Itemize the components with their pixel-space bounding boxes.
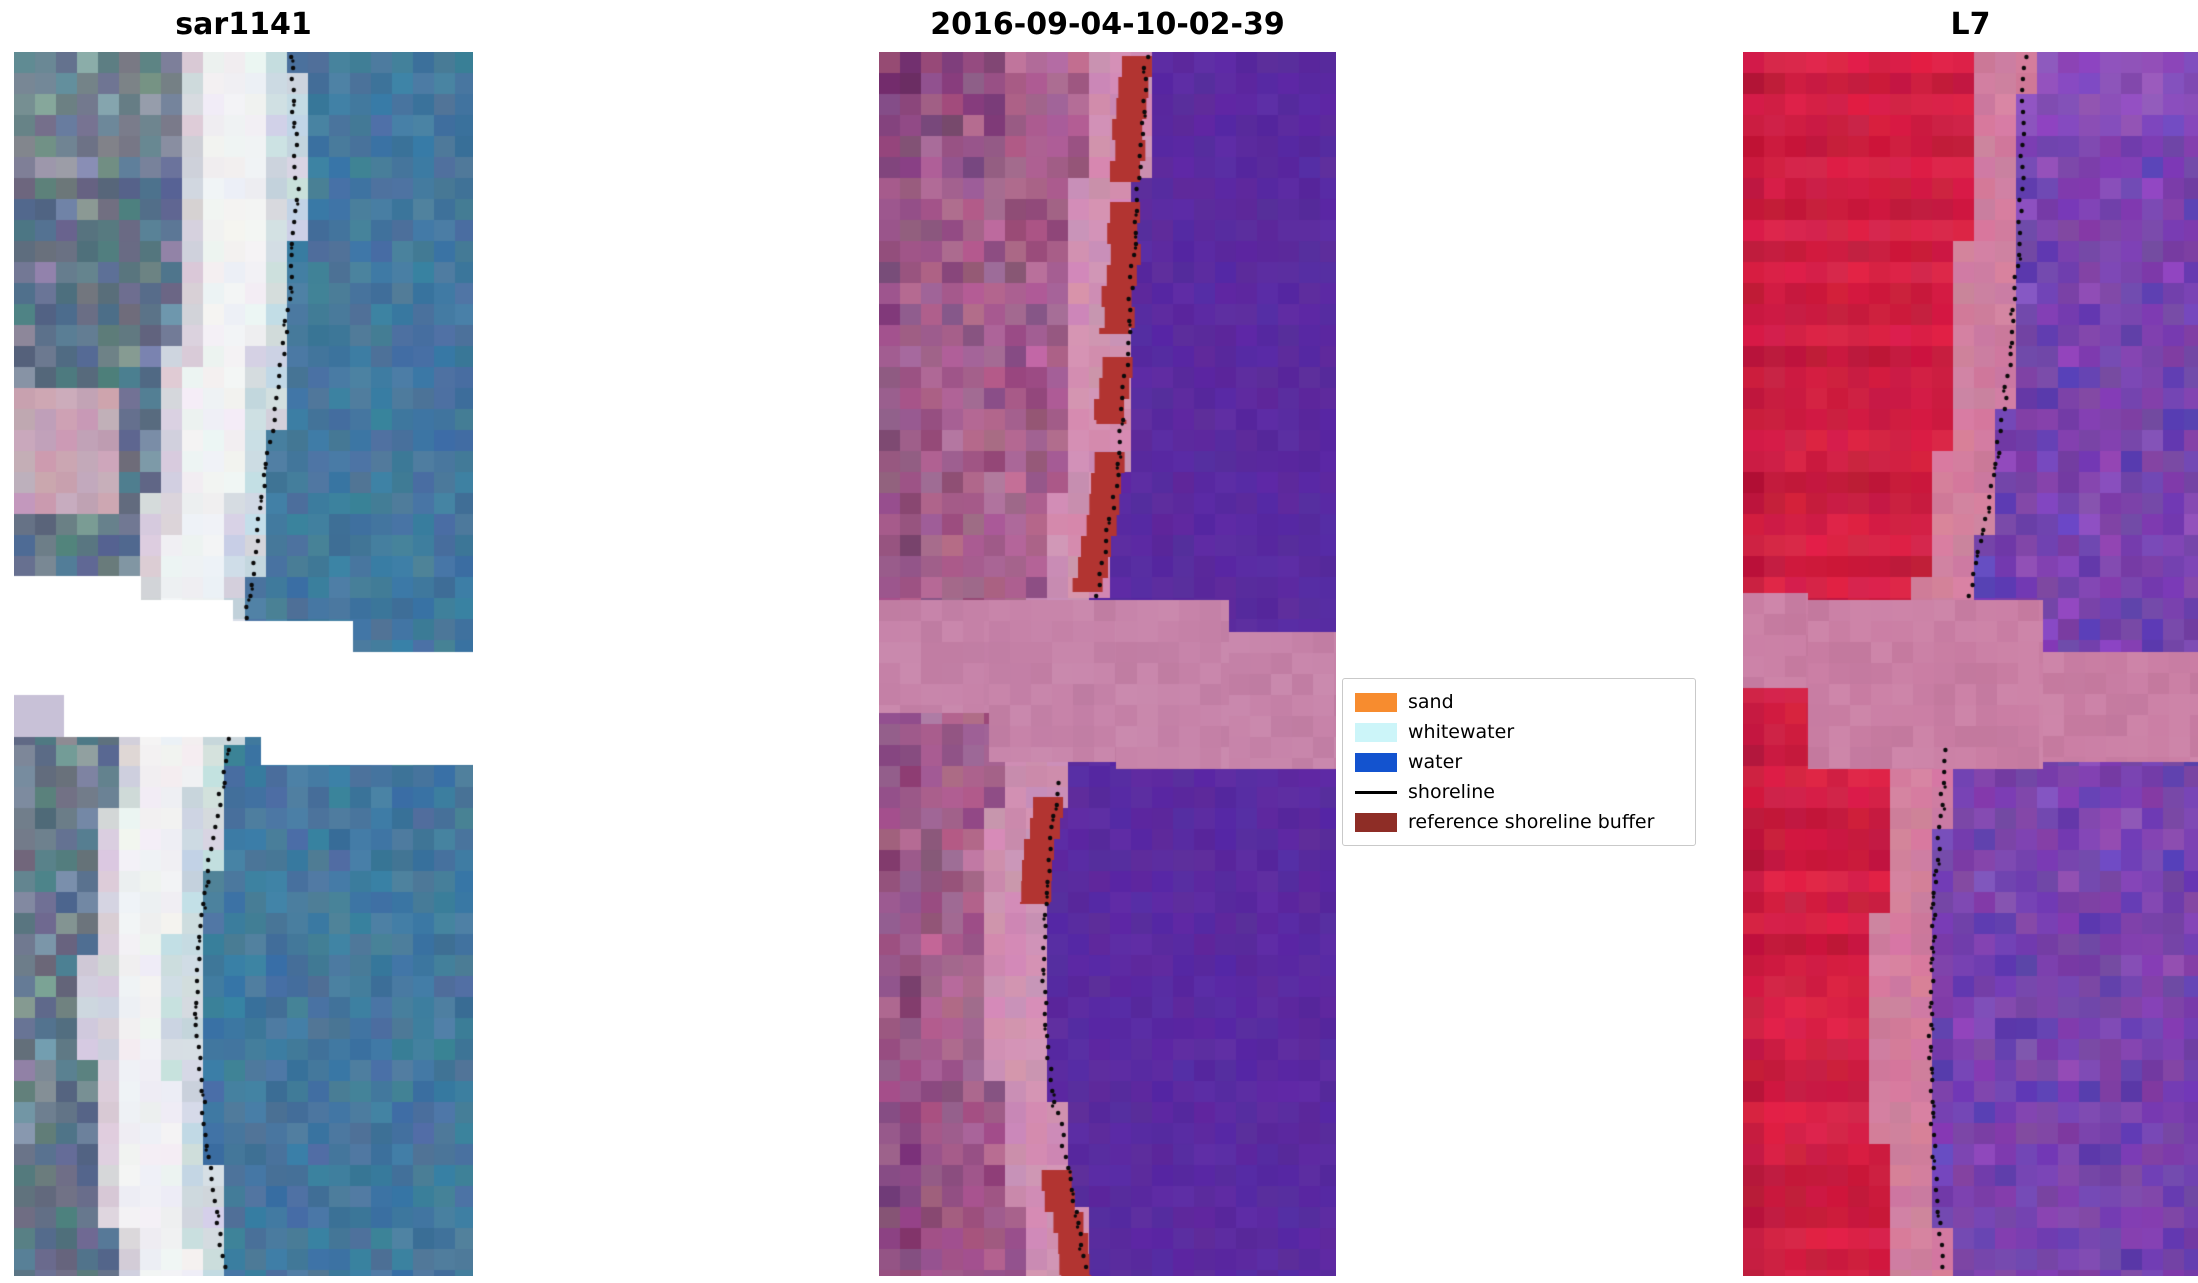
reference-buffer-swatch-icon	[1355, 812, 1397, 832]
legend-label-whitewater: whitewater	[1408, 721, 1515, 743]
legend-item-whitewater: whitewater	[1355, 717, 1683, 747]
legend-item-sand: sand	[1355, 687, 1683, 717]
legend-label-shoreline: shoreline	[1408, 781, 1495, 803]
legend-label-reference-buffer: reference shoreline buffer	[1408, 811, 1655, 833]
panel-title-l7: L7	[1950, 7, 1991, 42]
whitewater-swatch-icon	[1355, 722, 1397, 742]
panel-title-sar1141: sar1141	[175, 7, 312, 42]
classification-image-panel	[879, 52, 1336, 1276]
legend: sand whitewater water shoreline referenc…	[1342, 678, 1696, 846]
sand-swatch-icon	[1355, 692, 1397, 712]
sar1141-image-panel	[14, 52, 473, 1276]
legend-item-reference-buffer: reference shoreline buffer	[1355, 807, 1683, 837]
panel-title-date: 2016-09-04-10-02-39	[930, 7, 1285, 42]
legend-item-shoreline: shoreline	[1355, 777, 1683, 807]
shoreline-line-icon	[1355, 783, 1397, 802]
l7-image-panel	[1743, 52, 2198, 1276]
legend-label-water: water	[1408, 751, 1463, 773]
water-swatch-icon	[1355, 752, 1397, 772]
legend-label-sand: sand	[1408, 691, 1454, 713]
legend-item-water: water	[1355, 747, 1683, 777]
